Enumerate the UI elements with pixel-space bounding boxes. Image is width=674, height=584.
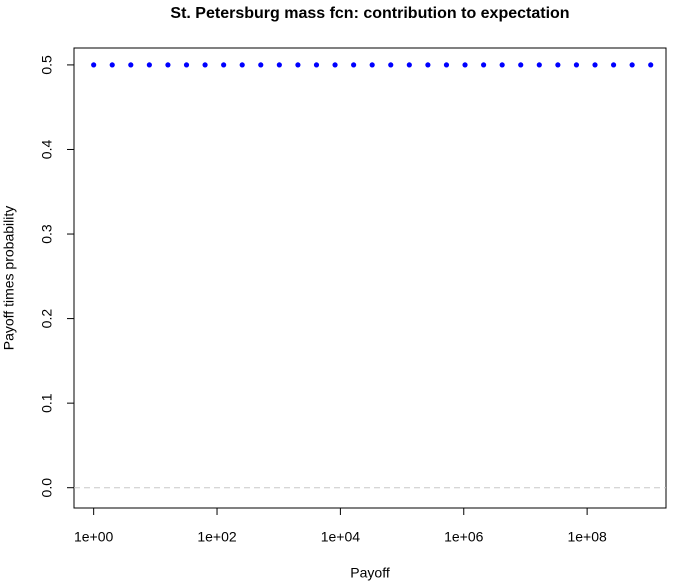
point (109, 62, 115, 68)
y-tick-label: 0.0 (39, 478, 55, 498)
x-tick-label: 1e+08 (567, 529, 607, 545)
point (332, 62, 338, 68)
y-tick-label: 0.1 (39, 393, 55, 413)
point (518, 62, 524, 68)
point (221, 62, 227, 68)
point (276, 62, 282, 68)
point (536, 62, 542, 68)
point (369, 62, 375, 68)
point (610, 62, 617, 68)
point (258, 62, 264, 68)
point (555, 62, 561, 68)
point (146, 62, 152, 68)
x-axis-label: Payoff (350, 565, 390, 581)
point (128, 62, 134, 68)
y-tick-label: 0.3 (39, 224, 55, 244)
point (202, 62, 208, 68)
x-tick-label: 1e+02 (197, 529, 237, 545)
y-tick-label: 0.4 (39, 140, 55, 160)
point (183, 62, 190, 68)
point (499, 62, 505, 68)
x-tick-label: 1e+00 (74, 529, 114, 545)
point (573, 62, 580, 68)
point (313, 62, 320, 68)
y-tick-label: 0.5 (39, 55, 55, 75)
x-tick-label: 1e+06 (444, 529, 484, 545)
point (351, 62, 357, 68)
point (165, 62, 171, 68)
point (239, 62, 245, 68)
point (443, 62, 450, 68)
point (425, 62, 431, 68)
x-tick-label: 1e+04 (321, 529, 361, 545)
point (480, 62, 487, 68)
point (388, 62, 394, 68)
point (406, 62, 412, 68)
point (295, 62, 301, 68)
point (592, 62, 598, 68)
point (648, 62, 654, 68)
point (629, 62, 635, 68)
y-tick-label: 0.2 (39, 309, 55, 329)
y-axis-label: Payoff times probability (1, 206, 17, 350)
point (462, 62, 468, 68)
point (91, 62, 97, 68)
chart-title: St. Petersburg mass fcn: contribution to… (170, 5, 569, 22)
plot-frame (73, 47, 667, 509)
